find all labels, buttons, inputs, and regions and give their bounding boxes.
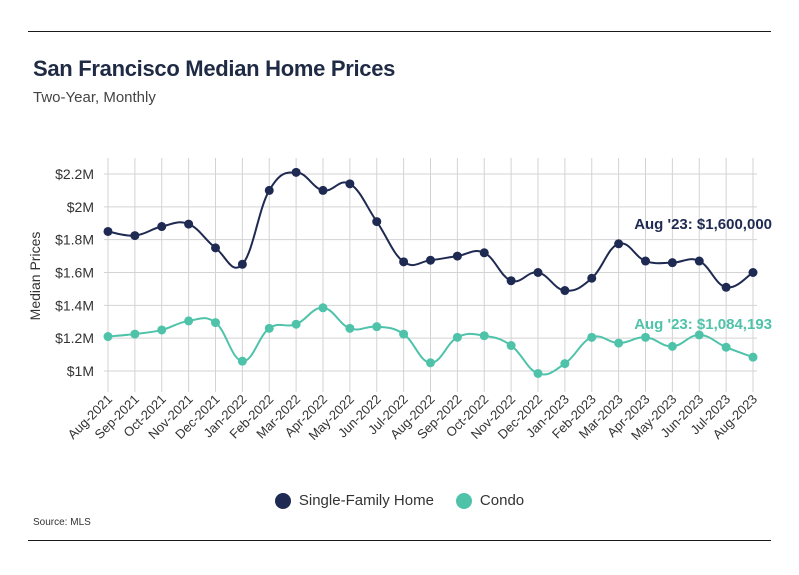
y-tick-label: $1.4M [55,297,94,313]
data-point-single-family [291,167,301,177]
legend: Single-Family Home Condo [0,492,799,509]
data-point-condo [614,338,624,348]
data-point-single-family [372,217,382,227]
data-point-single-family [318,185,328,195]
data-point-condo [103,332,113,342]
y-tick-label: $1.8M [55,232,94,248]
data-point-condo [641,332,650,342]
data-point-condo [721,342,731,352]
data-point-condo [426,358,435,368]
data-point-condo [157,325,167,335]
chart-subtitle: Two-Year, Monthly [33,89,156,106]
data-point-condo [211,318,220,328]
data-point-single-family [667,258,677,268]
data-point-single-family [479,248,489,258]
data-point-condo [372,322,382,332]
data-point-condo [237,356,247,366]
data-point-single-family [452,251,462,261]
data-point-condo [587,332,597,342]
data-point-condo [748,352,758,362]
data-point-single-family [264,185,274,195]
end-value-label-condo: Aug '23: $1,084,193 [634,316,772,333]
data-point-condo [399,329,409,339]
data-point-single-family [506,276,516,286]
data-point-single-family [614,239,624,249]
data-point-single-family [641,256,650,266]
data-point-single-family [157,222,167,232]
y-axis-label: Median Prices [27,232,43,321]
data-point-single-family [184,219,194,229]
bottom-rule [28,540,771,541]
data-point-single-family [345,179,355,189]
data-point-single-family [130,231,140,241]
data-point-single-family [237,259,247,269]
data-point-condo [345,323,355,333]
data-point-condo [533,368,543,378]
legend-swatch-single-family [274,492,291,509]
data-point-condo [452,332,462,342]
data-point-single-family [721,282,731,292]
data-point-condo [291,319,301,329]
legend-item-single-family[interactable]: Single-Family Home [274,492,434,509]
data-point-condo [560,359,570,369]
data-point-single-family [211,243,220,253]
data-point-single-family [399,257,409,267]
y-tick-label: $2M [67,199,94,215]
legend-item-condo[interactable]: Condo [455,492,525,509]
y-tick-label: $2.2M [55,166,94,182]
y-tick-label: $1.6M [55,265,94,281]
data-point-condo [694,330,704,340]
data-point-single-family [587,273,597,283]
data-point-single-family [694,256,704,266]
data-point-single-family [560,286,570,296]
data-point-condo [184,316,194,326]
data-point-condo [667,341,677,351]
data-point-single-family [426,255,435,265]
end-value-label-single-family: Aug '23: $1,600,000 [634,216,772,233]
source-note: Source: MLS [33,517,91,528]
legend-swatch-condo [455,492,472,509]
data-point-condo [130,329,140,339]
y-tick-label: $1M [67,363,94,379]
data-point-condo [264,323,274,333]
data-point-condo [479,331,489,341]
data-point-condo [506,341,516,351]
legend-label-condo: Condo [479,492,525,509]
data-point-single-family [533,268,543,277]
chart-title: San Francisco Median Home Prices [33,56,396,81]
top-rule [28,31,771,32]
legend-label-single-family: Single-Family Home [298,492,434,509]
data-point-single-family [748,268,758,277]
y-tick-label: $1.2M [55,330,94,346]
data-point-single-family [103,226,113,236]
data-point-condo [318,303,328,313]
